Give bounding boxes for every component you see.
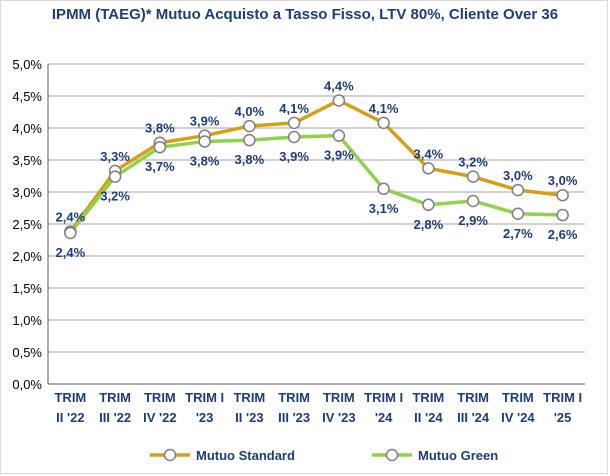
data-point [243, 119, 256, 133]
data-label: 3,0% [548, 173, 578, 188]
data-label: 3,9% [190, 114, 220, 129]
y-tick-label: 0,0% [12, 377, 42, 392]
data-point [64, 226, 77, 240]
data-point [511, 207, 525, 221]
data-label: 2,8% [414, 217, 444, 232]
x-tick-label: '24 [375, 410, 393, 425]
x-tick-label: IV '22 [143, 410, 176, 425]
data-label: 3,8% [235, 152, 265, 167]
data-point [287, 130, 301, 144]
data-point [556, 208, 569, 222]
data-point [422, 162, 435, 175]
series-line-green [69, 133, 563, 235]
x-tick-label: TRIM [278, 390, 310, 405]
data-label: 4,1% [369, 101, 399, 116]
y-tick-label: 1,0% [12, 313, 42, 328]
data-label: 4,0% [235, 104, 265, 119]
data-point [287, 116, 301, 130]
data-label: 3,9% [324, 148, 354, 163]
data-label: 3,4% [414, 146, 444, 161]
x-tick-label: III '24 [457, 410, 490, 425]
x-tick-label: TRIM [99, 390, 131, 405]
data-label: 2,4% [56, 245, 86, 260]
data-point [377, 182, 390, 196]
y-tick-label: 1,5% [12, 281, 42, 296]
data-label: 3,2% [100, 189, 130, 204]
x-tick-label: III '22 [99, 410, 131, 425]
data-point [243, 133, 256, 147]
data-point [377, 116, 390, 130]
x-tick-label: '25 [554, 410, 572, 425]
data-label: 3,0% [503, 168, 533, 183]
x-tick-label: TRIM I [364, 390, 403, 405]
y-tick-label: 4,5% [12, 89, 42, 104]
y-tick-label: 2,0% [12, 249, 42, 264]
data-label: 3,9% [279, 149, 309, 164]
y-tick-label: 5,0% [12, 57, 42, 72]
data-label: 3,8% [190, 153, 220, 168]
x-tick-label: II '24 [414, 410, 443, 425]
data-label: 3,7% [145, 159, 175, 174]
data-label: 4,1% [279, 101, 309, 116]
data-point [108, 170, 122, 183]
series-line-standard [68, 98, 563, 233]
y-tick-label: 2,5% [12, 217, 42, 232]
x-tick-label: IV '23 [322, 410, 355, 425]
x-tick-label: TRIM [54, 390, 86, 405]
x-tick-label: TRIM [323, 390, 355, 405]
data-point [466, 194, 480, 208]
data-point [332, 129, 346, 142]
data-point [511, 183, 525, 197]
data-label: 3,1% [369, 201, 399, 216]
data-label: 4,4% [324, 78, 354, 93]
y-tick-label: 0,5% [12, 345, 42, 360]
data-label: 2,4% [56, 210, 86, 225]
data-label: 2,6% [548, 227, 578, 242]
data-point [153, 140, 167, 154]
data-label: 2,9% [458, 213, 488, 228]
data-label: 3,8% [145, 121, 175, 136]
data-label: 2,7% [503, 226, 533, 241]
x-tick-label: TRIM [412, 390, 444, 405]
legend-label: Mutuo Green [418, 448, 498, 463]
chart-title: IPMM (TAEG)* Mutuo Acquisto a Tasso Fiss… [51, 6, 559, 23]
legend-label: Mutuo Standard [196, 448, 295, 463]
x-tick-label: TRIM [457, 390, 489, 405]
x-tick-label: '23 [196, 410, 214, 425]
x-tick-label: IV '24 [501, 410, 535, 425]
x-tick-label: TRIM [144, 390, 176, 405]
x-tick-label: III '23 [278, 410, 310, 425]
data-point [422, 198, 435, 212]
data-label: 3,2% [458, 155, 488, 170]
y-tick-label: 3,0% [12, 185, 42, 200]
y-tick-label: 3,5% [12, 153, 42, 168]
data-point [556, 188, 569, 202]
x-tick-label: II '22 [56, 410, 84, 425]
data-point [332, 94, 346, 107]
x-tick-label: TRIM I [185, 390, 224, 405]
legend-marker [385, 448, 399, 462]
y-tick-label: 4,0% [12, 121, 42, 136]
data-point [466, 170, 480, 183]
x-tick-label: TRIM I [543, 390, 582, 405]
x-tick-label: TRIM [502, 390, 534, 405]
data-point [198, 135, 211, 148]
legend-marker [163, 448, 177, 462]
x-tick-label: II '23 [235, 410, 263, 425]
x-tick-label: TRIM [233, 390, 265, 405]
data-label: 3,3% [100, 149, 130, 164]
